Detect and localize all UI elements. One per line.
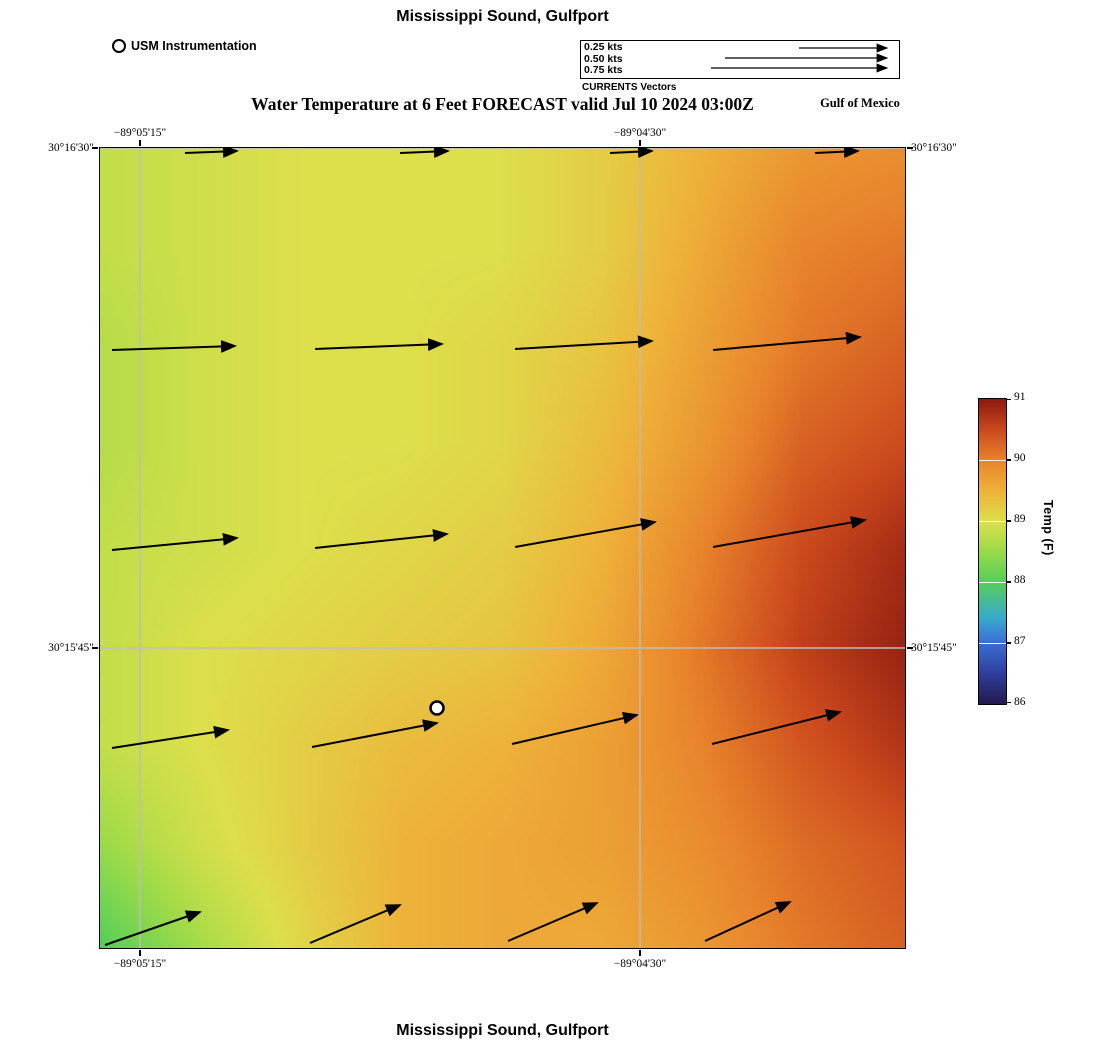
colorbar-tick-mark (1006, 581, 1011, 583)
colorbar-divider (979, 520, 1006, 522)
lon-tick-bottom-2: −89°04'30" (613, 958, 667, 970)
lat-tick-right-1: 30°16'30" (911, 142, 957, 154)
currents-legend-item-075: 0.75 kts (584, 64, 623, 76)
colorbar-divider (979, 642, 1006, 644)
usm-station-dot (429, 700, 445, 716)
frame-tick (139, 950, 141, 956)
current-vector (311, 719, 439, 748)
colorbar-tick-mark (1006, 459, 1011, 461)
map-overlay (100, 148, 905, 948)
lat-tick-left-2: 30°15'45" (48, 642, 94, 654)
region-label: Gulf of Mexico (820, 96, 900, 110)
current-vector (399, 148, 450, 158)
frame-tick (907, 647, 913, 649)
currents-legend-item-025: 0.25 kts (584, 41, 623, 53)
station-legend-label: USM Instrumentation (131, 39, 257, 53)
colorbar-title: Temp (F) (1041, 500, 1055, 556)
current-vectors (104, 148, 867, 946)
current-vector (111, 725, 230, 749)
page-title: Mississippi Sound, Gulfport (396, 8, 609, 25)
colorbar-tick-label: 88 (1014, 574, 1026, 586)
current-vector (514, 335, 654, 350)
current-vector (111, 340, 237, 353)
frame-tick (92, 647, 98, 649)
current-vector (514, 518, 657, 548)
temperature-map (99, 147, 906, 949)
currents-legend-caption: CURRENTS Vectors (582, 82, 677, 93)
colorbar-tick-mark (1006, 520, 1011, 522)
frame-tick (139, 140, 141, 146)
lat-tick-right-2: 30°15'45" (911, 642, 957, 654)
colorbar-tick-label: 87 (1014, 635, 1026, 647)
colorbar-tick-label: 89 (1014, 513, 1026, 525)
currents-legend-box: 0.25 kts 0.50 kts 0.75 kts (580, 40, 900, 79)
colorbar-tick-labels: 91 90 89 88 87 86 (1014, 391, 1054, 708)
lon-tick-top-2: −89°04'30" (613, 127, 667, 139)
current-vector (609, 148, 654, 159)
current-vector (711, 709, 842, 745)
currents-legend-item-050: 0.50 kts (584, 52, 623, 65)
current-vector (814, 148, 860, 159)
current-vector (704, 901, 792, 942)
currents-legend-labels: 0.25 kts 0.50 kts 0.75 kts (584, 41, 623, 77)
current-vector (507, 902, 599, 942)
lat-tick-left-1: 30°16'30" (48, 142, 94, 154)
colorbar-tick-mark (1006, 702, 1011, 704)
colorbar (978, 398, 1011, 705)
frame-tick (639, 140, 641, 146)
current-vector (309, 904, 402, 944)
colorbar-tick-label: 86 (1014, 696, 1026, 708)
colorbar-gradient (979, 399, 1006, 704)
colorbar-tick-mark (1006, 642, 1011, 644)
footer-title: Mississippi Sound, Gulfport (396, 1022, 609, 1039)
current-vector (314, 529, 449, 549)
current-vector (314, 338, 444, 351)
station-marker-icon (112, 39, 126, 53)
station-marker (429, 700, 445, 716)
colorbar-tick-label: 91 (1014, 391, 1026, 403)
frame-tick (92, 147, 98, 149)
colorbar-divider (979, 459, 1006, 461)
lon-tick-top-1: −89°05'15" (113, 127, 167, 139)
current-vector (104, 910, 202, 946)
colorbar-divider (979, 581, 1006, 583)
lon-tick-bottom-1: −89°05'15" (113, 958, 167, 970)
current-vector (712, 516, 867, 548)
frame-tick (639, 950, 641, 956)
currents-legend-arrows (711, 43, 889, 73)
colorbar-tick-label: 90 (1014, 452, 1026, 464)
heatmap-canvas (100, 148, 905, 948)
station-legend: USM Instrumentation (112, 38, 257, 54)
frame-tick (907, 147, 913, 149)
current-vector (184, 148, 239, 158)
current-vector (511, 711, 639, 745)
current-vector (111, 532, 239, 551)
graticule-lines (100, 148, 905, 948)
colorbar-tick-mark (1006, 399, 1011, 401)
forecast-subtitle: Water Temperature at 6 Feet FORECAST val… (251, 94, 754, 114)
current-vector (712, 331, 862, 351)
